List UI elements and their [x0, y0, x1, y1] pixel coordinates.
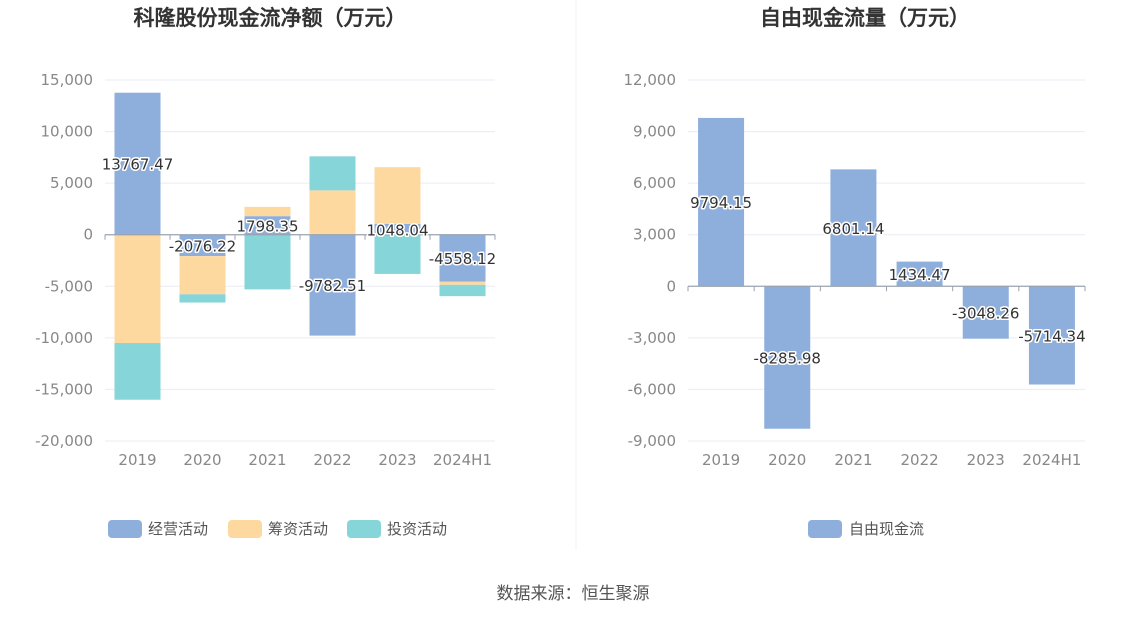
legend-swatch: [347, 520, 381, 538]
bar: [309, 234, 356, 336]
x-tick-label: 2019: [702, 451, 740, 469]
legend-label: 筹资活动: [268, 520, 328, 538]
bar: [698, 117, 745, 287]
y-tick-label: 12,000: [624, 71, 677, 89]
legend-swatch: [808, 520, 842, 538]
y-tick-label: 3,000: [633, 226, 676, 244]
y-tick-label: 9,000: [633, 123, 676, 141]
bar: [374, 234, 421, 274]
bar: [309, 190, 356, 235]
bar: [439, 234, 486, 282]
x-tick-label: 2020: [183, 451, 221, 469]
y-tick-label: 15,000: [41, 71, 94, 89]
data-label: 1048.04: [366, 221, 428, 239]
bar: [374, 167, 421, 224]
data-label: -9782.51: [299, 277, 366, 295]
bar: [439, 281, 486, 285]
x-tick-label: 2019: [118, 451, 156, 469]
y-tick-label: -20,000: [35, 432, 93, 450]
x-tick-label: 2021: [248, 451, 286, 469]
bar: [179, 294, 226, 303]
bar: [439, 284, 486, 297]
y-tick-label: -10,000: [35, 329, 93, 347]
x-tick-label: 2023: [378, 451, 416, 469]
bar: [179, 234, 226, 257]
legend-item[interactable]: 经营活动: [108, 520, 208, 538]
data-label: -5714.34: [1018, 327, 1085, 345]
y-tick-label: -6,000: [628, 380, 676, 398]
data-label: -4558.12: [429, 250, 496, 268]
bar: [1028, 286, 1075, 385]
y-tick-label: 0: [83, 226, 93, 244]
legend-label: 投资活动: [387, 520, 447, 538]
data-label: 13767.47: [102, 156, 174, 174]
bar-group: [698, 117, 1075, 429]
legend-swatch: [108, 520, 142, 538]
bar: [896, 261, 943, 287]
x-tick-label: 2021: [834, 451, 872, 469]
data-label: -2076.22: [169, 237, 236, 255]
bar: [114, 234, 161, 344]
data-label: 6801.14: [822, 220, 884, 238]
bar: [244, 216, 291, 235]
y-tick-label: 6,000: [633, 174, 676, 192]
x-tick-label: 2024H1: [433, 451, 492, 469]
bar: [962, 286, 1009, 339]
x-tick-label: 2022: [313, 451, 351, 469]
legend-item[interactable]: 投资活动: [347, 520, 447, 538]
cash-flow-net-chart: 科隆股份现金流净额（万元） 15,000 10,000 5,000 0 -5,000 -1…: [35, 6, 498, 538]
free-cash-flow-chart: 自由现金流量（万元） 12,000 9,000 6,000 3,000 0 -3,000 -…: [624, 6, 1087, 538]
x-tick-label: 2020: [768, 451, 806, 469]
data-label: -3048.26: [952, 304, 1019, 322]
bar: [114, 343, 161, 400]
y-tick-label: -9,000: [628, 432, 676, 450]
data-label: 1798.35: [236, 217, 298, 235]
legend-item[interactable]: 自由现金流: [808, 520, 924, 538]
legend-swatch: [228, 520, 262, 538]
legend-item[interactable]: 筹资活动: [228, 520, 328, 538]
legend-label: 自由现金流: [849, 520, 924, 538]
y-tick-label: -15,000: [35, 380, 93, 398]
bar: [374, 223, 421, 235]
chart-title: 自由现金流量（万元）: [760, 6, 970, 30]
data-label: -8285.98: [754, 350, 821, 368]
data-label: 1434.47: [889, 266, 951, 284]
bar: [244, 206, 291, 217]
y-tick-label: 5,000: [50, 174, 93, 192]
bar: [179, 256, 226, 295]
x-tick-label: 2022: [900, 451, 938, 469]
bar: [244, 234, 291, 290]
legend-label: 经营活动: [148, 520, 208, 538]
bar: [309, 156, 356, 191]
y-tick-label: -3,000: [628, 329, 676, 347]
x-tick-label: 2024H1: [1022, 451, 1081, 469]
chart-title: 科隆股份现金流净额（万元）: [134, 6, 407, 30]
bar: [764, 286, 811, 429]
bar: [830, 169, 877, 287]
y-tick-label: -5,000: [45, 277, 93, 295]
x-tick-label: 2023: [967, 451, 1005, 469]
y-tick-label: 10,000: [41, 123, 94, 141]
data-label: 9794.15: [690, 194, 752, 212]
bar: [114, 92, 161, 235]
data-source-note: 数据来源：恒生聚源: [497, 584, 650, 604]
bar-group: [114, 92, 486, 400]
y-tick-label: 0: [666, 277, 676, 295]
